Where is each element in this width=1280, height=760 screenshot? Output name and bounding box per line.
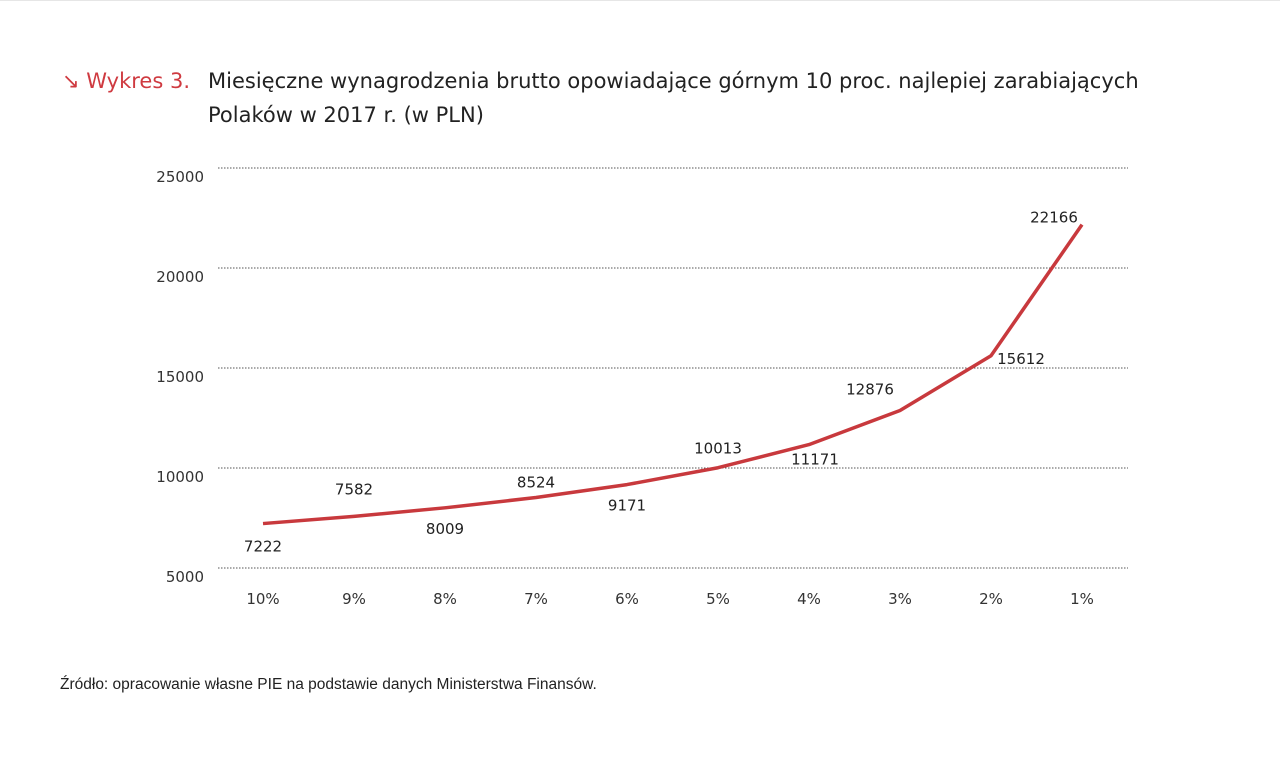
y-tick-label: 15000 [156,368,204,386]
series-line [262,223,1084,526]
x-tick-label: 4% [797,590,821,608]
data-label: 10013 [694,440,742,458]
x-tick-label: 6% [615,590,639,608]
data-label: 8524 [517,474,555,492]
y-tick-label: 20000 [156,268,204,286]
y-tick-label: 25000 [156,168,204,186]
data-label: 12876 [846,380,894,398]
x-tick-label: 3% [888,590,912,608]
x-tick-label: 1% [1070,590,1094,608]
chart-title: Miesięczne wynagrodzenia brutto opowiada… [208,69,1139,127]
y-tick-label: 10000 [156,468,204,486]
top-divider [0,0,1280,1]
data-label: 7222 [244,538,282,556]
data-label: 11171 [791,451,839,469]
data-label: 22166 [1030,209,1078,227]
x-tick-label: 10% [246,590,279,608]
x-tick-label: 2% [979,590,1003,608]
line-chart: 5000 10000 15000 20000 25000 10% 9% 8% 7% 6% 5% 4% 3… [156,167,1128,608]
x-tick-label: 5% [706,590,730,608]
data-label: 8009 [426,520,464,538]
source-note: Źródło: opracowanie własne PIE na podsta… [60,676,597,693]
data-label: 9171 [608,497,646,515]
figure-tag: ↘ Wykres 3. [62,69,190,93]
x-tick-label: 8% [433,590,457,608]
data-label: 15612 [997,350,1045,368]
y-tick-label: 5000 [166,568,204,586]
data-label: 7582 [335,480,373,498]
x-tick-label: 7% [524,590,548,608]
x-tick-label: 9% [342,590,366,608]
